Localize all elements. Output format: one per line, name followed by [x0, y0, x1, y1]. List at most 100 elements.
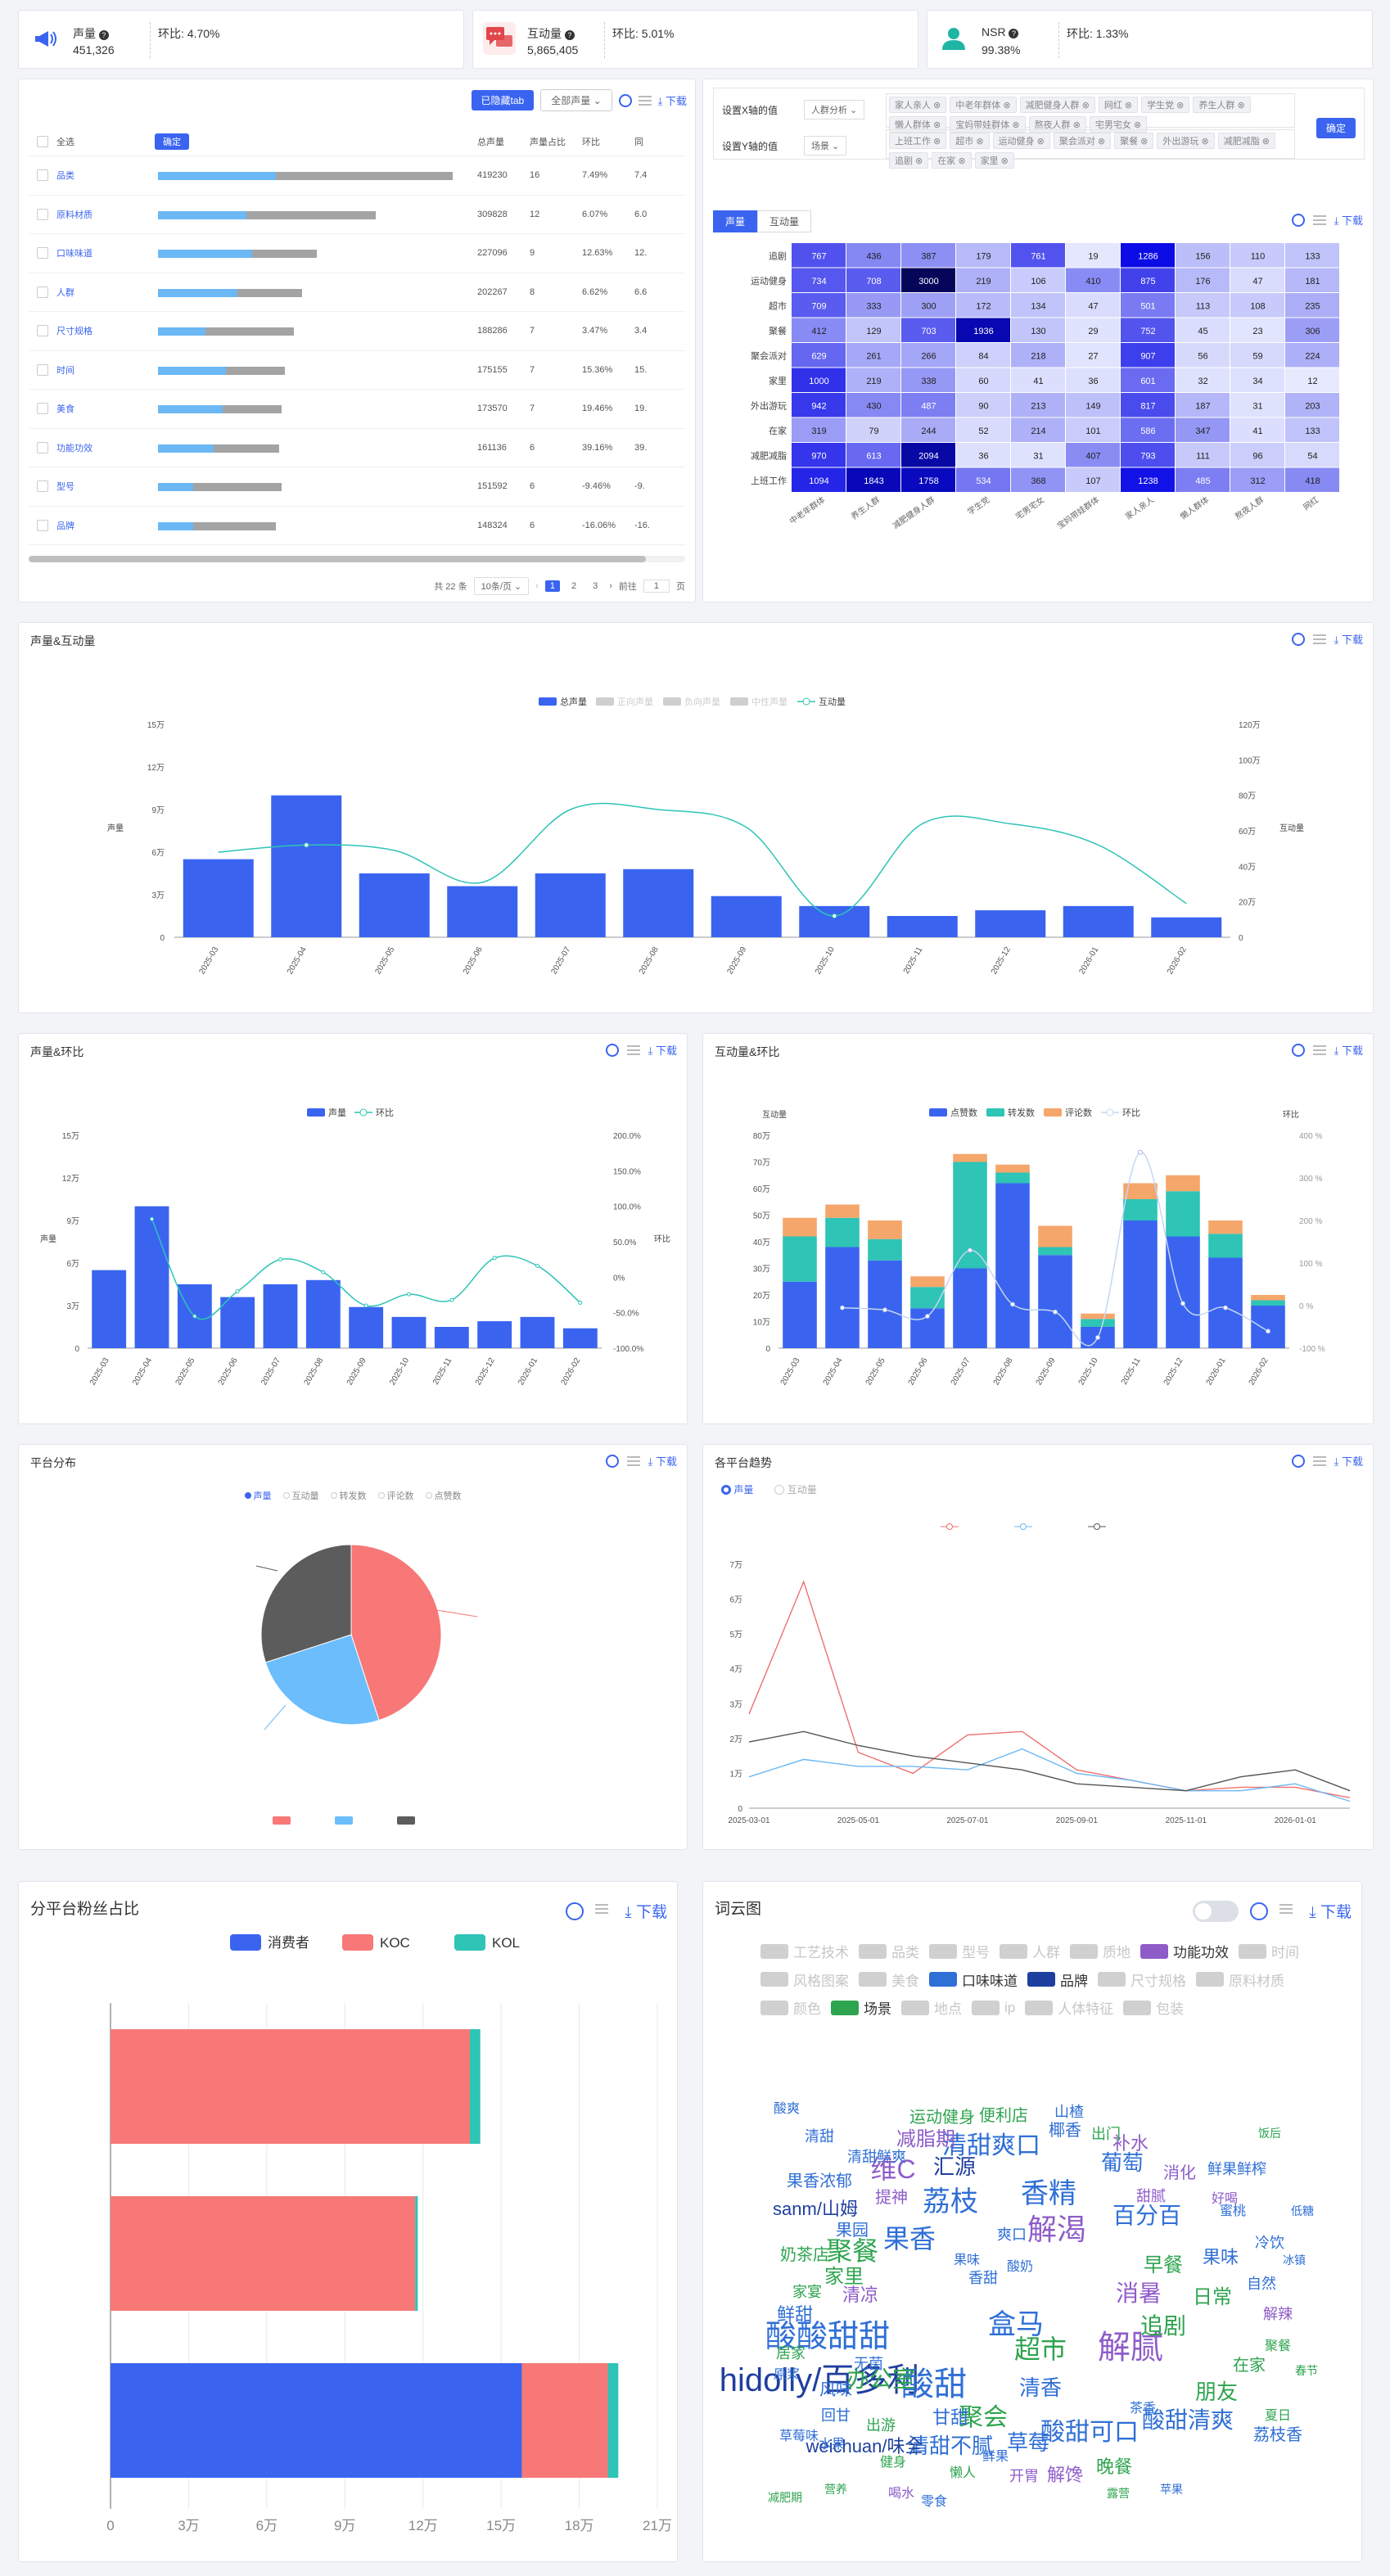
row-name[interactable]: 时间 — [56, 365, 74, 376]
goto-input[interactable]: 1 — [643, 580, 670, 593]
wordcloud-filter-tag[interactable]: 功能功效 — [1140, 1941, 1229, 1961]
page-button[interactable]: 2 — [571, 581, 577, 591]
x-axis-chip[interactable]: 熬夜人群 ⊗ — [1028, 116, 1086, 133]
download-button[interactable]: ⤓ 下载 — [648, 1044, 677, 1057]
x-axis-chip[interactable]: 家人亲人 ⊗ — [889, 97, 947, 113]
wordcloud-filter-tag[interactable]: 美食 — [859, 1969, 919, 1990]
clock-icon[interactable] — [605, 1454, 619, 1468]
y-axis-select[interactable]: 场景 ⌄ — [804, 136, 847, 156]
row-checkbox[interactable] — [37, 169, 48, 182]
download-button[interactable]: ⤓ 下载 — [1334, 1044, 1363, 1057]
next-page-icon[interactable]: › — [609, 581, 612, 591]
table-view-icon[interactable] — [1279, 1902, 1298, 1920]
row-checkbox[interactable] — [37, 208, 48, 220]
voice-filter-select[interactable]: 全部声量 ⌄ — [540, 89, 612, 111]
download-button[interactable]: ⤓ 下载 — [1334, 1455, 1363, 1468]
row-checkbox[interactable] — [37, 519, 48, 531]
wordcloud-filter-tag[interactable]: 口味味道 — [929, 1969, 1018, 1990]
clock-icon[interactable] — [1291, 1454, 1305, 1468]
x-axis-chip[interactable]: 中老年群体 ⊗ — [950, 97, 1017, 113]
wordcloud-filter-tag[interactable]: 风格图案 — [760, 1969, 849, 1990]
row-checkbox[interactable] — [37, 480, 48, 493]
wordcloud-filter-tag[interactable]: 人体特征 — [1025, 1997, 1113, 2018]
download-button[interactable]: ⤓ 下载 — [648, 1455, 677, 1468]
metric-radio[interactable]: 互动量 — [282, 1489, 319, 1502]
row-name[interactable]: 美食 — [56, 404, 74, 415]
row-checkbox[interactable] — [37, 403, 48, 415]
select-all-checkbox[interactable] — [37, 135, 48, 147]
x-axis-chip[interactable]: 学生党 ⊗ — [1141, 97, 1190, 113]
prev-page-icon[interactable]: ‹ — [535, 581, 539, 591]
confirm-button[interactable]: 确定 — [155, 133, 189, 150]
row-checkbox[interactable] — [37, 441, 48, 453]
table-view-icon[interactable] — [1312, 213, 1326, 227]
wordcloud-filter-tag[interactable]: 人群 — [1000, 1941, 1060, 1961]
wordcloud-filter-tag[interactable]: 场景 — [831, 1997, 891, 2018]
table-view-icon[interactable] — [1312, 632, 1326, 646]
clock-icon[interactable] — [1250, 1902, 1269, 1920]
y-axis-chip[interactable]: 外出游玩 ⊗ — [1157, 133, 1215, 149]
metric-radio[interactable]: 声量 — [244, 1489, 272, 1502]
y-axis-chip-input[interactable]: 上班工作 ⊗ 超市 ⊗ 运动健身 ⊗ 聚会派对 ⊗ 聚餐 ⊗ 外出游玩 ⊗ 减肥减脂 ⊗ 追剧… — [886, 129, 1295, 169]
table-view-icon[interactable] — [595, 1902, 614, 1920]
y-axis-chip[interactable]: 聚餐 ⊗ — [1114, 133, 1154, 149]
page-button[interactable]: 3 — [593, 581, 598, 591]
y-axis-chip[interactable]: 超市 ⊗ — [950, 133, 990, 149]
y-axis-chip[interactable]: 追剧 ⊗ — [889, 152, 929, 169]
x-axis-chip[interactable]: 宅男宅女 ⊗ — [1089, 116, 1148, 133]
table-view-icon[interactable] — [626, 1454, 640, 1468]
toggle-switch[interactable] — [1193, 1900, 1239, 1922]
x-axis-chip-input[interactable]: 家人亲人 ⊗ 中老年群体 ⊗ 减肥健身人群 ⊗ 网红 ⊗ 学生党 ⊗ 养生人群 ⊗ 懒人群体… — [886, 93, 1295, 133]
metric-radio[interactable]: 点赞数 — [425, 1489, 462, 1502]
clock-icon[interactable] — [566, 1902, 584, 1920]
tab-volume[interactable]: 声量 — [713, 210, 758, 232]
row-checkbox[interactable] — [37, 325, 48, 337]
x-axis-select[interactable]: 人群分析 ⌄ — [804, 100, 865, 120]
table-view-icon[interactable] — [1312, 1454, 1326, 1468]
axis-confirm-button[interactable]: 确定 — [1316, 118, 1356, 138]
page-size-select[interactable]: 10条/页 ⌄ — [473, 577, 530, 595]
row-name[interactable]: 功能功效 — [56, 443, 93, 453]
download-button[interactable]: ⤓ 下载 — [625, 1904, 667, 1921]
page-button[interactable]: 1 — [544, 580, 560, 592]
download-button[interactable]: ⤓ 下载 — [1334, 634, 1363, 646]
wordcloud-filter-tag[interactable]: ip — [972, 2000, 1015, 2016]
y-axis-chip[interactable]: 运动健身 ⊗ — [992, 133, 1050, 149]
metric-radio[interactable]: 评论数 — [377, 1489, 414, 1502]
wordcloud-filter-tag[interactable]: 工艺技术 — [760, 1941, 849, 1961]
x-axis-chip[interactable]: 懒人群体 ⊗ — [889, 116, 947, 133]
row-checkbox[interactable] — [37, 363, 48, 376]
wordcloud-filter-tag[interactable]: 时间 — [1239, 1941, 1299, 1961]
clock-icon[interactable] — [1291, 632, 1305, 646]
x-axis-chip[interactable]: 养生人群 ⊗ — [1193, 97, 1251, 113]
y-axis-chip[interactable]: 减肥减脂 ⊗ — [1217, 133, 1275, 149]
wordcloud-filter-tag[interactable]: 型号 — [929, 1941, 990, 1961]
horizontal-scrollbar[interactable] — [29, 556, 685, 562]
wordcloud-filter-tag[interactable]: 包装 — [1123, 1997, 1184, 2018]
clock-icon[interactable] — [1291, 213, 1305, 227]
x-axis-chip[interactable]: 宝妈带娃群体 ⊗ — [950, 116, 1026, 133]
x-axis-chip[interactable]: 网红 ⊗ — [1098, 97, 1139, 113]
row-name[interactable]: 品类 — [56, 171, 74, 182]
x-axis-chip[interactable]: 减肥健身人群 ⊗ — [1019, 97, 1095, 113]
clock-icon[interactable] — [618, 93, 632, 107]
metric-radio[interactable]: 转发数 — [330, 1489, 367, 1502]
table-view-icon[interactable] — [638, 93, 652, 107]
y-axis-chip[interactable]: 上班工作 ⊗ — [889, 133, 947, 149]
row-name[interactable]: 品牌 — [56, 521, 74, 531]
row-checkbox[interactable] — [37, 286, 48, 298]
row-name[interactable]: 口味味道 — [56, 249, 93, 259]
row-name[interactable]: 原料材质 — [56, 210, 93, 220]
wordcloud-filter-tag[interactable]: 质地 — [1070, 1941, 1131, 1961]
wordcloud-filter-tag[interactable]: 地点 — [901, 1997, 962, 2018]
download-button[interactable]: ⤓ 下载 — [1334, 214, 1363, 227]
y-axis-chip[interactable]: 聚会派对 ⊗ — [1053, 133, 1112, 149]
hidden-tab-button[interactable]: 已隐藏tab — [471, 90, 535, 111]
wordcloud-filter-tag[interactable]: 品类 — [859, 1941, 919, 1961]
row-checkbox[interactable] — [37, 247, 48, 259]
download-button[interactable]: ⤓ 下载 — [657, 95, 687, 107]
table-view-icon[interactable] — [626, 1043, 640, 1057]
table-view-icon[interactable] — [1312, 1043, 1326, 1057]
y-axis-chip[interactable]: 在家 ⊗ — [932, 152, 972, 169]
tab-interaction[interactable]: 互动量 — [757, 210, 812, 232]
